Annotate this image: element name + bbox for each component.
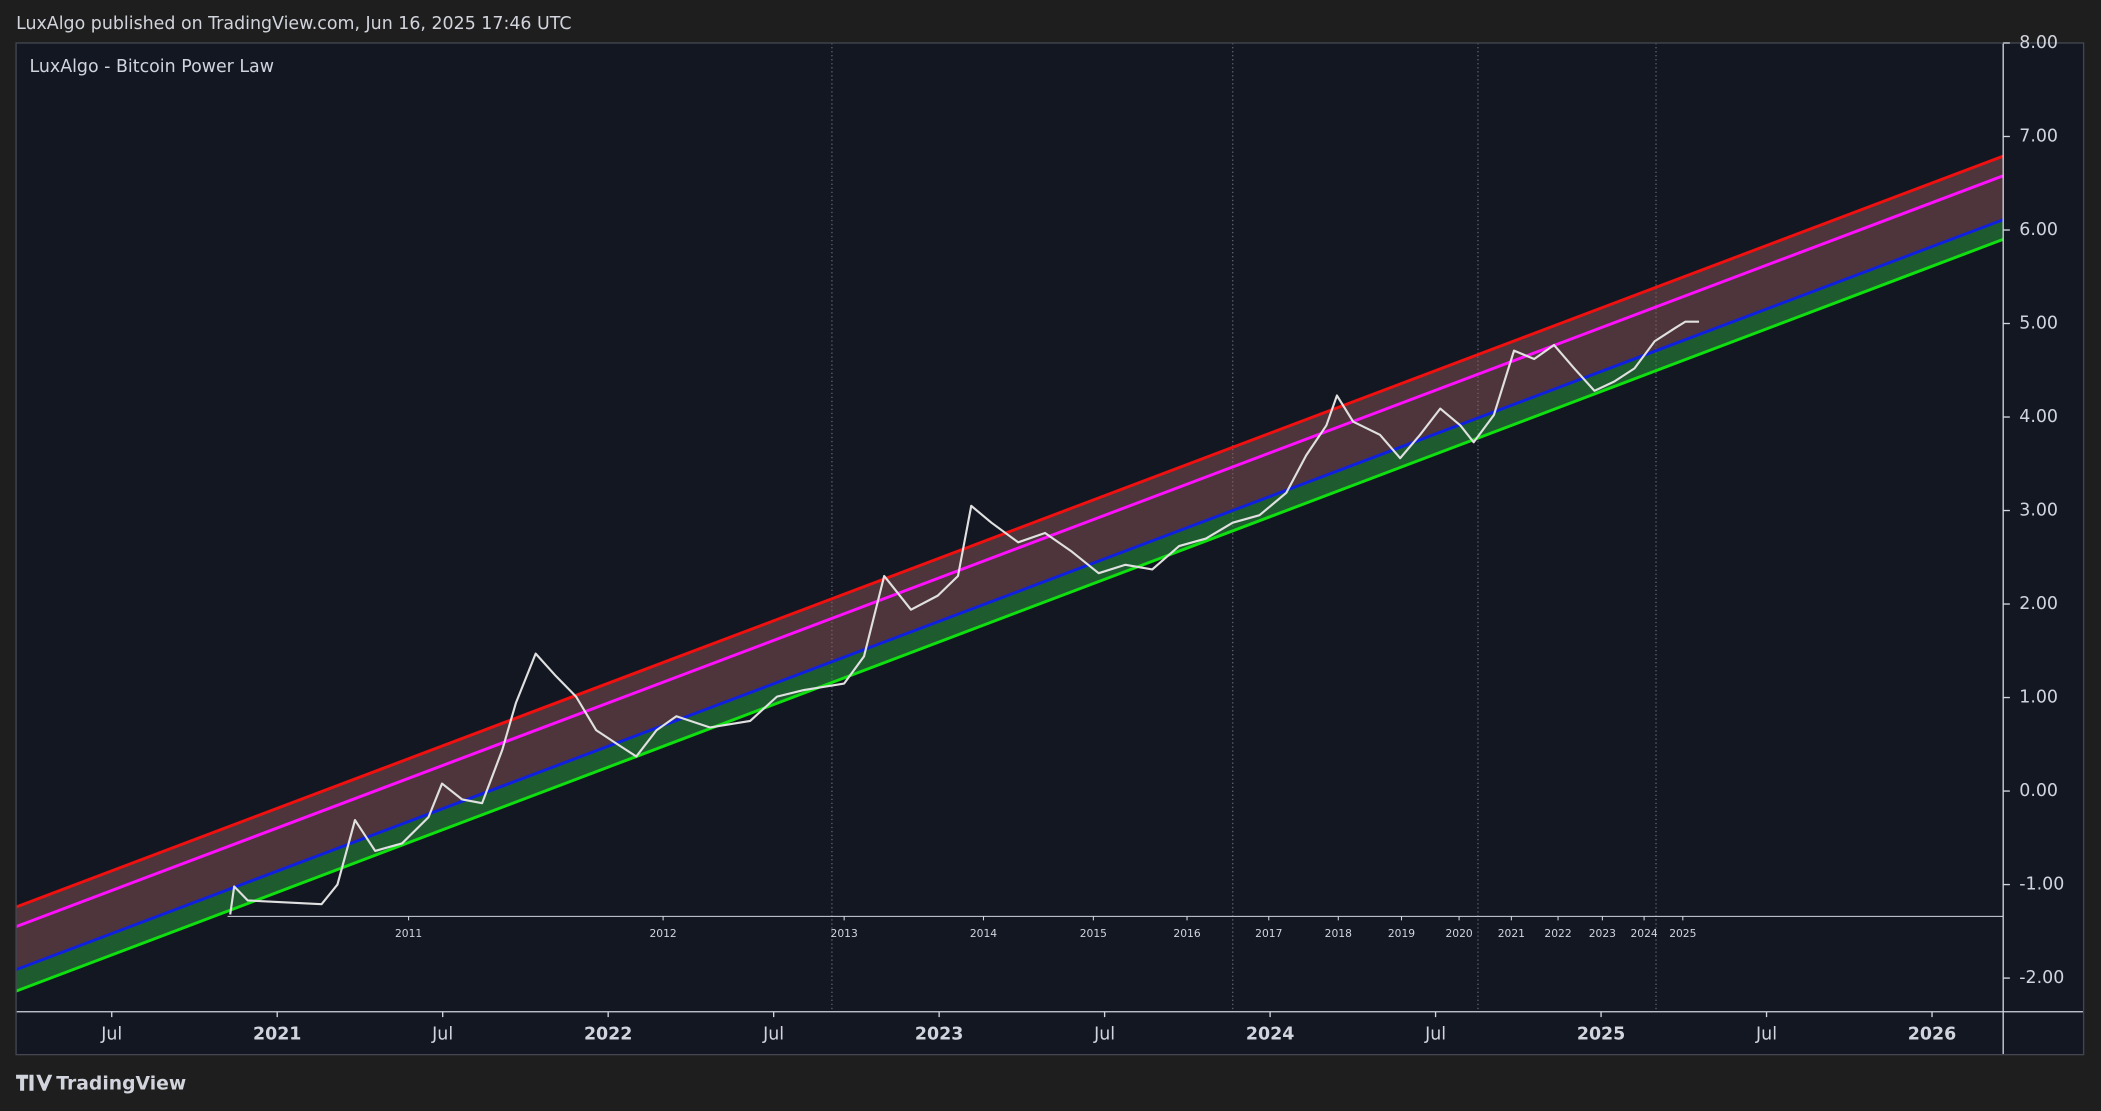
log-axis-label: 2024 bbox=[1630, 927, 1657, 940]
x-tick-label: 2025 bbox=[1577, 1025, 1625, 1045]
y-tick-label: -1.00 bbox=[2019, 875, 2064, 895]
log-axis-label: 2023 bbox=[1589, 927, 1616, 940]
logo-icon bbox=[16, 1074, 53, 1091]
price-axis bbox=[2003, 42, 2084, 1055]
y-tick-label: 4.00 bbox=[2019, 407, 2058, 427]
x-tick-label: 2023 bbox=[915, 1025, 963, 1045]
log-axis-label: 2015 bbox=[1080, 927, 1107, 940]
log-axis-label: 2019 bbox=[1388, 927, 1415, 940]
x-tick-label: 2024 bbox=[1246, 1025, 1294, 1045]
x-tick-label: Jul bbox=[1424, 1025, 1446, 1045]
x-tick-label: Jul bbox=[1755, 1025, 1777, 1045]
x-tick-label: Jul bbox=[762, 1025, 784, 1045]
log-axis-label: 2011 bbox=[395, 927, 422, 940]
log-axis-label: 2025 bbox=[1669, 927, 1696, 940]
log-axis-label: 2021 bbox=[1498, 927, 1525, 940]
x-tick-label: 2026 bbox=[1908, 1025, 1956, 1045]
log-axis-label: 2012 bbox=[649, 927, 676, 940]
x-tick-label: Jul bbox=[1093, 1025, 1115, 1045]
logo: TradingView bbox=[16, 1074, 186, 1095]
x-tick-label: 2022 bbox=[584, 1025, 632, 1045]
y-tick-label: 2.00 bbox=[2019, 594, 2058, 614]
x-tick-label: 2021 bbox=[253, 1025, 301, 1045]
y-tick-label: -2.00 bbox=[2019, 968, 2064, 988]
y-tick-label: 0.00 bbox=[2019, 781, 2058, 801]
x-tick-label: Jul bbox=[100, 1025, 122, 1045]
log-axis-label: 2013 bbox=[831, 927, 858, 940]
band-line bbox=[16, 174, 2004, 929]
log-axis-label: 2018 bbox=[1325, 927, 1352, 940]
chart-title: LuxAlgo - Bitcoin Power Law bbox=[29, 57, 274, 77]
band-fill bbox=[16, 156, 2004, 970]
log-axis-label: 2020 bbox=[1445, 927, 1472, 940]
y-tick-label: 6.00 bbox=[2019, 220, 2058, 240]
log-axis-label: 2017 bbox=[1255, 927, 1282, 940]
plot: 2011 2012 2013 2014 2015 2016 2017 2018 2019 2020… bbox=[16, 42, 2004, 1012]
log-axis-label: 2016 bbox=[1173, 927, 1200, 940]
band-line bbox=[16, 154, 2004, 909]
y-tick-label: 1.00 bbox=[2019, 688, 2058, 708]
header: LuxAlgo published on TradingView.com, Ju… bbox=[16, 14, 571, 34]
y-tick-label: 8.00 bbox=[2019, 33, 2058, 53]
y-tick-label: 3.00 bbox=[2019, 501, 2058, 521]
footer: TradingView bbox=[56, 1074, 186, 1095]
y-tick-label: 5.00 bbox=[2019, 314, 2058, 334]
band-line bbox=[16, 237, 2004, 993]
log-axis-label: 2022 bbox=[1544, 927, 1571, 940]
frame bbox=[15, 42, 2085, 1056]
band-fill bbox=[16, 219, 2004, 992]
y-tick-label: 7.00 bbox=[2019, 126, 2058, 146]
time-axis bbox=[16, 1011, 2004, 1055]
x-tick-label: Jul bbox=[431, 1025, 453, 1045]
log-axis-label: 2014 bbox=[970, 927, 997, 940]
price-line bbox=[229, 320, 1700, 915]
